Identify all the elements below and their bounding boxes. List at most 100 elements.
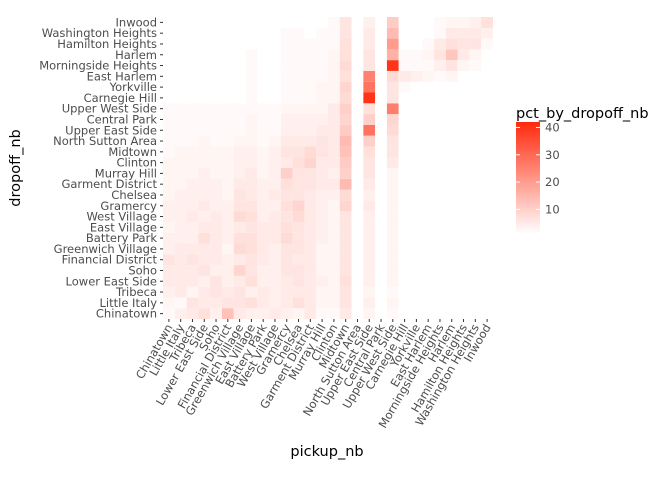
heatmap-tile: Clinton → Chelsea: 4 (328, 189, 340, 201)
y-axis-title: dropoff_nb (8, 129, 24, 206)
heatmap-tile: Soho → Garment District: 4 (210, 178, 222, 190)
heatmap-tile: Chinatown → Garment District: 3 (163, 178, 175, 190)
heatmap-tile: Chelsea → Little Italy: 7 (292, 297, 305, 309)
heatmap-tile: Chelsea → Garment District: 6 (292, 178, 305, 190)
heatmap-tile: Battery Park → Harlem: 1 (257, 49, 270, 61)
heatmap-tile: West Village → Central Park: 2 (269, 114, 281, 125)
heatmap-tile: Murray Hill → Chinatown: 2 (316, 308, 328, 319)
heatmap-tile: East Village → Upper West Side: 2 (245, 103, 258, 115)
heatmap-tile: Hamilton Heights → Washington Heights: 5 (457, 27, 470, 39)
heatmap-tile: Financial District → Morningside Heights… (221, 60, 234, 71)
heatmap-tile: Little Italy → Upper West Side: 2 (174, 103, 187, 115)
heatmap-tile: Chelsea → Upper West Side: 3 (292, 103, 305, 115)
heatmap-tile: Central Park → Greenwich Village: 1 (375, 243, 387, 255)
heatmap-tile: Inwood → Tribeca: 1 (481, 286, 493, 298)
heatmap-tile: Upper East Side → Chinatown: 3 (363, 308, 376, 319)
heatmap-tile: Chinatown → Battery Park: 4 (163, 232, 175, 244)
heatmap-tile: Harlem → Upper West Side: 1 (445, 103, 458, 115)
heatmap-tile: Tribeca → Financial District: 6 (186, 254, 199, 266)
heatmap-tile: Garment District → Harlem: 2 (304, 49, 317, 61)
heatmap-tile: Lower East Side → Harlem: 1 (198, 49, 211, 61)
heatmap-tile: Greenwich Village → Inwood: 1 (233, 17, 246, 28)
heatmap-tile: Clinton → Carnegie Hill: 3 (328, 92, 340, 104)
heatmap-tile: West Village → Inwood: 1 (269, 17, 281, 28)
heatmap-tile: Garment District → Morningside Heights: … (304, 60, 317, 71)
heatmap-tile: Tribeca → Harlem: 1 (186, 49, 199, 61)
heatmap-tile: Midtown → Central Park: 9 (339, 114, 352, 125)
heatmap-tile: West Village → East Harlem: 1 (269, 70, 281, 82)
heatmap-tile: East Village → Inwood: 1 (245, 17, 258, 28)
heatmap-tile: Central Park → Carnegie Hill: 1 (375, 92, 387, 104)
heatmap-tile: Central Park → Yorkville: 1 (375, 81, 387, 93)
heatmap-tile: Clinton → Midtown: 5 (328, 146, 340, 158)
heatmap-tile: Financial District → Soho: 4 (221, 265, 234, 276)
heatmap-tile: Washington Heights → North Sutton Area: … (469, 135, 482, 147)
heatmap-tile: Battery Park → Lower East Side: 4 (257, 275, 270, 287)
heatmap-tile: Gramercy → Yorkville: 2 (280, 81, 293, 93)
legend-tick-label: 30 (545, 148, 560, 162)
heatmap-tile: Inwood → Financial District: 1 (481, 254, 493, 266)
heatmap-tile: Harlem → Financial District: 1 (445, 254, 458, 266)
heatmap-tile: East Village → Yorkville: 2 (245, 81, 258, 93)
heatmap-tile: Washington Heights → Chelsea: 1 (469, 189, 482, 201)
legend-ticks: 10 20 30 40 (516, 120, 560, 216)
heatmap-tile: North Sutton Area → Inwood: 1 (351, 17, 364, 28)
heatmap-tile: Midtown → Soho: 6 (339, 265, 352, 276)
heatmap-tile: Yorkville → Inwood: 1 (410, 17, 423, 28)
heatmap-tile: Upper East Side → West Village: 4 (363, 211, 376, 222)
heatmap-tile: East Village → Lower East Side: 7 (245, 275, 258, 287)
heatmap-tile: Upper West Side → Financial District: 3 (386, 254, 399, 266)
heatmap-tile: Upper West Side → Chelsea: 3 (386, 189, 399, 201)
heatmap-tile: Murray Hill → Upper East Side: 5 (316, 124, 328, 136)
heatmap-tile: Morningside Heights → East Harlem: 2 (434, 70, 446, 82)
heatmap-tile: Washington Heights → Battery Park: 1 (469, 232, 482, 244)
heatmap-tile: Upper East Side → East Village: 4 (363, 221, 376, 233)
heatmap-tile: Upper East Side → Harlem: 6 (363, 49, 376, 61)
heatmap-tile: Clinton → Upper East Side: 5 (328, 124, 340, 136)
heatmap-tile: Morningside Heights → Lower East Side: 1 (434, 275, 446, 287)
heatmap-tile: Chinatown → Upper East Side: 2 (163, 124, 175, 136)
heatmap-tile: East Harlem → Hamilton Heights: 2 (422, 38, 435, 50)
heatmap-tile: Central Park → Washington Heights: 1 (375, 27, 387, 39)
heatmap-tile: Chelsea → Chelsea: 6 (292, 189, 305, 201)
y-tick-label: East Village (90, 220, 157, 234)
y-tick-label: Gramercy (100, 199, 157, 213)
heatmap-tile: Hamilton Heights → Inwood: 3 (457, 17, 470, 28)
heatmap-tile: Soho → Carnegie Hill: 1 (210, 92, 222, 104)
heatmap-tile: Lower East Side → Murray Hill: 4 (198, 168, 211, 179)
heatmap-tile: North Sutton Area → Lower East Side: 1 (351, 275, 364, 287)
heatmap-tile: West Village → Washington Heights: 1 (269, 27, 281, 39)
heatmap-tile: Washington Heights → Financial District:… (469, 254, 482, 266)
heatmap-tile: Chelsea → East Harlem: 2 (292, 70, 305, 82)
heatmap-tile: Greenwich Village → Carnegie Hill: 1 (233, 92, 246, 104)
heatmap-tile: Garment District → Washington Heights: 1 (304, 27, 317, 39)
heatmap-tile: Hamilton Heights → Midtown: 1 (457, 146, 470, 158)
heatmap-tile: Tribeca → East Village: 4 (186, 221, 199, 233)
heatmap-tile: Morningside Heights → Gramercy: 1 (434, 200, 446, 212)
heatmap-tile: Battery Park → Little Italy: 5 (257, 297, 270, 309)
heatmap-tile: Chelsea → Harlem: 2 (292, 49, 305, 61)
heatmap-tile: Murray Hill → Murray Hill: 5 (316, 168, 328, 179)
y-tick-label: Central Park (87, 112, 158, 126)
heatmap-tile: East Harlem → Soho: 1 (422, 265, 435, 276)
heatmap-tile: Washington Heights → Chinatown: 1 (469, 308, 482, 319)
heatmap-tile: Central Park → East Village: 1 (375, 221, 387, 233)
heatmap-tile: Little Italy → Tribeca: 5 (174, 286, 187, 298)
heatmap-tile: East Harlem → Central Park: 1 (422, 114, 435, 125)
heatmap-tile: Washington Heights → Harlem: 3 (469, 49, 482, 61)
heatmap-tile: East Harlem → Inwood: 1 (422, 17, 435, 28)
heatmap-tile: North Sutton Area → Battery Park: 1 (351, 232, 364, 244)
heatmap-tile: Greenwich Village → Gramercy: 6 (233, 200, 246, 212)
heatmap-tile: Tribeca → Morningside Heights: 1 (186, 60, 199, 71)
heatmap-tile: Morningside Heights → Harlem: 6 (434, 49, 446, 61)
heatmap-tile: West Village → Murray Hill: 4 (269, 168, 281, 179)
heatmap-tile: Soho → East Harlem: 1 (210, 70, 222, 82)
heatmap-tile: Gramercy → Morningside Heights: 2 (280, 60, 293, 71)
heatmap-tile: East Harlem → Tribeca: 1 (422, 286, 435, 298)
y-tick-label: Yorkville (109, 80, 157, 94)
heatmap-tile: Midtown → Tribeca: 6 (339, 286, 352, 298)
heatmap-tile: Harlem → Clinton: 1 (445, 157, 458, 168)
heatmap-tile: Yorkville → Morningside Heights: 2 (410, 60, 423, 71)
heatmap-tile: Chelsea → North Sutton Area: 5 (292, 135, 305, 147)
heatmap-tile: West Village → Lower East Side: 4 (269, 275, 281, 287)
